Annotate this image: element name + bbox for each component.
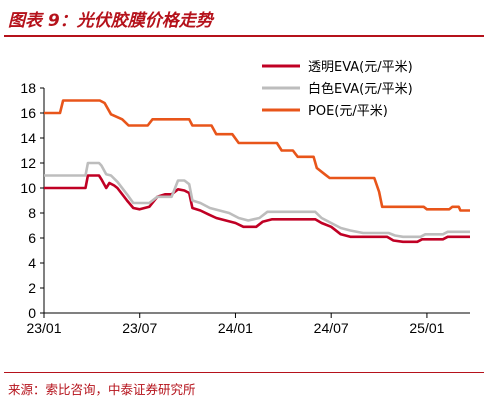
source-note: 来源：索比咨询，中泰证券研究所 [8, 382, 196, 397]
source-divider [4, 372, 484, 373]
chart-title: 图表 9：光伏胶膜价格走势 [8, 11, 213, 31]
line-chart: 0 2 4 6 8 10 12 14 16 18 23/01 23/07 24/01 24/07 25/0… [20, 60, 470, 336]
y-tick-label: 8 [28, 205, 36, 221]
legend: 透明EVA(元/平米) 白色EVA(元/平米) POE(元/平米) [262, 60, 413, 119]
y-tick-label: 10 [20, 180, 36, 196]
series-line-3 [44, 99, 470, 212]
series-line-2 [44, 161, 470, 239]
title-divider [4, 35, 484, 37]
y-tick-label: 0 [28, 305, 36, 321]
series-line-1 [44, 174, 470, 244]
y-tick-label: 12 [20, 155, 36, 171]
y-tick-label: 16 [20, 105, 36, 121]
y-tick-label: 4 [28, 255, 36, 271]
legend-label: 透明EVA(元/平米) [308, 60, 413, 75]
y-tick-label: 6 [28, 230, 36, 246]
x-axis: 23/01 23/07 24/01 24/07 25/01 [26, 312, 470, 336]
y-tick-label: 2 [28, 280, 36, 296]
legend-label: POE(元/平米) [308, 104, 388, 119]
x-tick-label: 23/07 [122, 320, 157, 336]
legend-label: 白色EVA(元/平米) [308, 81, 413, 97]
x-tick-label: 24/01 [218, 320, 253, 336]
x-tick-label: 25/01 [409, 320, 444, 336]
series-lines [44, 99, 470, 244]
y-tick-label: 14 [20, 130, 36, 146]
y-axis: 0 2 4 6 8 10 12 14 16 18 [20, 80, 45, 321]
y-tick-label: 18 [20, 80, 36, 96]
x-tick-label: 24/07 [314, 320, 349, 336]
x-tick-label: 23/01 [26, 320, 61, 336]
